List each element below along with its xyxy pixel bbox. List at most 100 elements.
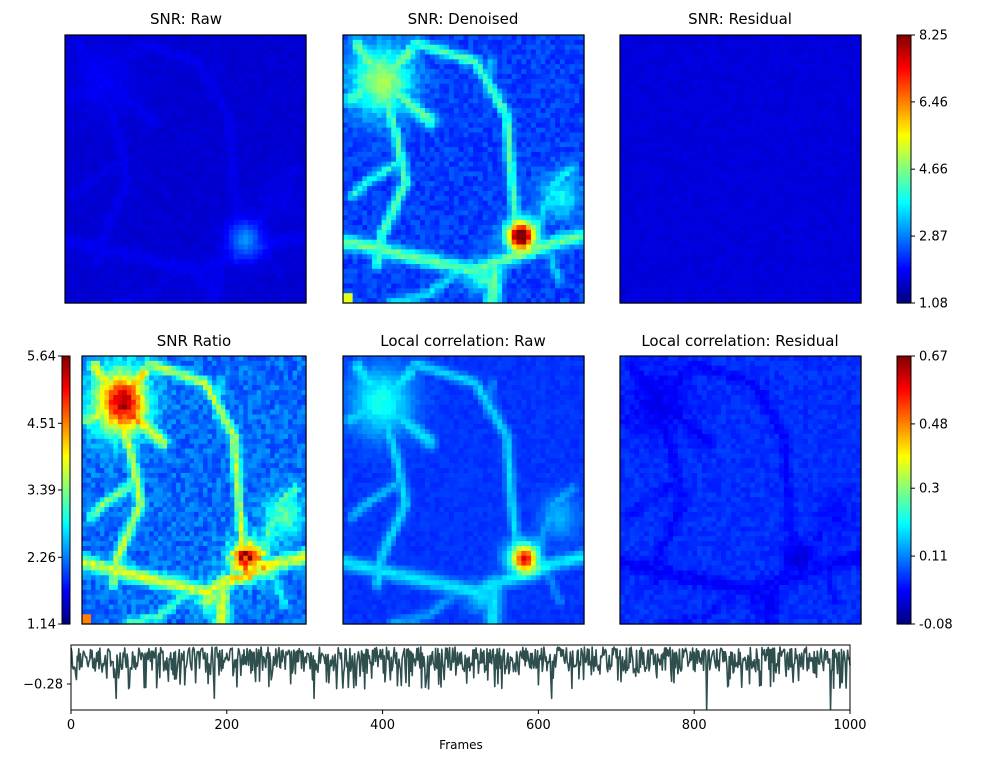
heatmap-cell bbox=[282, 254, 287, 259]
heatmap-cell bbox=[113, 45, 118, 50]
heatmap-cell bbox=[272, 59, 277, 64]
heatmap-cell bbox=[521, 142, 526, 147]
heatmap-cell bbox=[343, 108, 348, 113]
heatmap-cell bbox=[272, 176, 277, 181]
heatmap-cell bbox=[574, 157, 579, 162]
heatmap-cell bbox=[94, 69, 99, 74]
heatmap-cell bbox=[444, 118, 449, 123]
heatmap-cell bbox=[488, 235, 493, 240]
heatmap-cell bbox=[406, 196, 411, 201]
heatmap-cell bbox=[560, 225, 565, 230]
heatmap-cell bbox=[464, 54, 469, 59]
heatmap-cell bbox=[89, 108, 94, 113]
heatmap-cell bbox=[362, 249, 367, 254]
heatmap-cell bbox=[282, 50, 287, 55]
heatmap-cell bbox=[70, 103, 75, 108]
heatmap-cell bbox=[526, 196, 531, 201]
heatmap-cell bbox=[229, 59, 234, 64]
heatmap-cell bbox=[468, 142, 473, 147]
heatmap-cell bbox=[195, 284, 200, 289]
heatmap-cell bbox=[386, 210, 391, 215]
heatmap-cell bbox=[521, 225, 526, 230]
heatmap-cell bbox=[277, 220, 282, 225]
heatmap-cell bbox=[492, 89, 497, 94]
heatmap-cell bbox=[210, 128, 215, 133]
heatmap-cell bbox=[89, 293, 94, 298]
heatmap-cell bbox=[545, 40, 550, 45]
heatmap-cell bbox=[386, 54, 391, 59]
heatmap-cell bbox=[435, 103, 440, 108]
heatmap-cell bbox=[357, 64, 362, 69]
heatmap-cell bbox=[406, 35, 411, 40]
heatmap-cell bbox=[296, 284, 301, 289]
heatmap-cell bbox=[536, 235, 541, 240]
heatmap-cell bbox=[415, 142, 420, 147]
heatmap-cell bbox=[478, 245, 483, 250]
heatmap-cell bbox=[372, 50, 377, 55]
heatmap-cell bbox=[137, 108, 142, 113]
heatmap-cell bbox=[161, 264, 166, 269]
heatmap-cell bbox=[372, 210, 377, 215]
heatmap-cell bbox=[277, 240, 282, 245]
heatmap-cell bbox=[507, 128, 512, 133]
heatmap-cell bbox=[84, 254, 89, 259]
heatmap-cell bbox=[502, 45, 507, 50]
heatmap-cell bbox=[348, 98, 353, 103]
heatmap-cell bbox=[386, 147, 391, 152]
heatmap-cell bbox=[372, 137, 377, 142]
heatmap-cell bbox=[570, 186, 575, 191]
heatmap-cell bbox=[488, 147, 493, 152]
heatmap-cell bbox=[464, 235, 469, 240]
heatmap-cell bbox=[166, 230, 171, 235]
heatmap-cell bbox=[545, 210, 550, 215]
heatmap-cell bbox=[348, 137, 353, 142]
heatmap-cell bbox=[89, 186, 94, 191]
heatmap-cell bbox=[166, 274, 171, 279]
heatmap-cell bbox=[296, 288, 301, 293]
heatmap-cell bbox=[94, 113, 99, 118]
heatmap-cell bbox=[152, 269, 157, 274]
heatmap-cell bbox=[128, 152, 133, 157]
heatmap-cell bbox=[526, 40, 531, 45]
heatmap-cell bbox=[229, 142, 234, 147]
heatmap-cell bbox=[560, 98, 565, 103]
heatmap-cell bbox=[550, 225, 555, 230]
heatmap-cell bbox=[200, 171, 205, 176]
heatmap-cell bbox=[526, 210, 531, 215]
heatmap-cell bbox=[545, 235, 550, 240]
heatmap-cell bbox=[439, 54, 444, 59]
heatmap-cell bbox=[430, 123, 435, 128]
heatmap-cell bbox=[176, 64, 181, 69]
heatmap-cell bbox=[258, 132, 263, 137]
heatmap-cell bbox=[488, 54, 493, 59]
heatmap-cell bbox=[253, 128, 258, 133]
heatmap-cell bbox=[89, 254, 94, 259]
heatmap-cell bbox=[517, 93, 522, 98]
heatmap-cell bbox=[171, 171, 176, 176]
heatmap-cell bbox=[372, 132, 377, 137]
heatmap-cell bbox=[94, 245, 99, 250]
heatmap-cell bbox=[263, 132, 268, 137]
heatmap-cell bbox=[108, 50, 113, 55]
heatmap-cell bbox=[248, 132, 253, 137]
heatmap-cell bbox=[89, 259, 94, 264]
heatmap-cell bbox=[263, 279, 268, 284]
heatmap-cell bbox=[152, 64, 157, 69]
heatmap-cell bbox=[396, 98, 401, 103]
heatmap-cell bbox=[415, 40, 420, 45]
heatmap-cell bbox=[248, 84, 253, 89]
heatmap-cell bbox=[272, 128, 277, 133]
heatmap-cell bbox=[214, 147, 219, 152]
heatmap-cell bbox=[147, 201, 152, 206]
heatmap-cell bbox=[545, 230, 550, 235]
heatmap-cell bbox=[253, 245, 258, 250]
heatmap-cell bbox=[526, 142, 531, 147]
heatmap-cell bbox=[343, 40, 348, 45]
heatmap-cell bbox=[142, 201, 147, 206]
heatmap-cell bbox=[137, 230, 142, 235]
heatmap-cell bbox=[353, 64, 358, 69]
heatmap-cell bbox=[224, 206, 229, 211]
heatmap-cell bbox=[439, 89, 444, 94]
heatmap-cell bbox=[464, 45, 469, 50]
heatmap-cell bbox=[137, 254, 142, 259]
